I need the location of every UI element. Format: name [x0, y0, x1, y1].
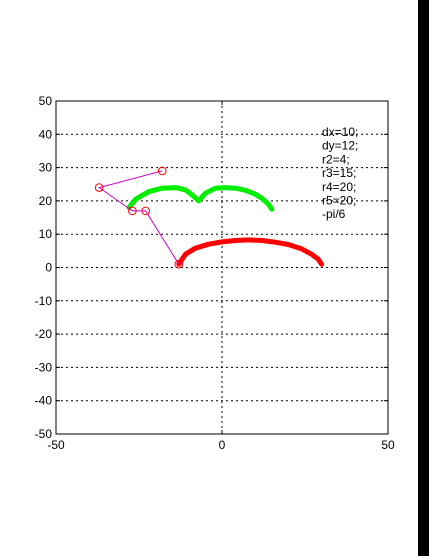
series-layer	[94, 166, 325, 269]
tick-labels: 50 40 30 20 10 0 -10 -20 -30 -40 -50-50 0 50	[35, 94, 395, 452]
annotation-line: dy=12;	[322, 139, 358, 153]
y-tick-label: -20	[35, 327, 53, 341]
series-green-curve	[126, 185, 275, 212]
y-tick-label: -40	[35, 394, 53, 408]
tick-marks	[55, 100, 389, 435]
x-tick-label: 50	[381, 438, 395, 452]
y-tick-label: 0	[45, 261, 52, 275]
annotation-line: r4=20;	[322, 180, 356, 194]
annotation-block: dx=10;dy=12;r2=4;r3=15;r4=20;r5=20;-pi/6	[322, 125, 358, 221]
linkage-joint-marker	[141, 206, 150, 216]
y-tick-label: 50	[39, 94, 53, 108]
annotation-line: r2=4;	[322, 152, 350, 166]
y-tick-label: -10	[35, 294, 53, 308]
linkage-joint-marker	[174, 259, 184, 269]
y-tick-label: 30	[39, 161, 53, 175]
plot-figure: 50 40 30 20 10 0 -10 -20 -30 -40 -50-50 0 50 dx=10;d…	[35, 94, 395, 452]
annotation-line: r5=20;	[322, 194, 356, 208]
x-tick-label: 0	[219, 438, 226, 452]
linkage-joint-marker	[94, 183, 104, 192]
series-red-curve	[176, 237, 325, 267]
grid	[56, 101, 388, 434]
linkage-joint-marker	[128, 206, 137, 216]
x-tick-label: -50	[47, 438, 65, 452]
linkage-joint-marker	[157, 166, 167, 176]
annotation-line: r3=15;	[322, 166, 356, 180]
y-tick-label: 20	[39, 194, 53, 208]
y-tick-label: 40	[39, 127, 53, 141]
y-tick-label: -30	[35, 360, 53, 374]
y-tick-label: 10	[39, 227, 53, 241]
annotation-line: -pi/6	[322, 207, 346, 221]
y-tick-label: -50	[35, 427, 53, 441]
annotation-line: dx=10;	[322, 125, 358, 139]
series-linkage-line	[98, 170, 180, 265]
window-edge	[418, 0, 429, 556]
